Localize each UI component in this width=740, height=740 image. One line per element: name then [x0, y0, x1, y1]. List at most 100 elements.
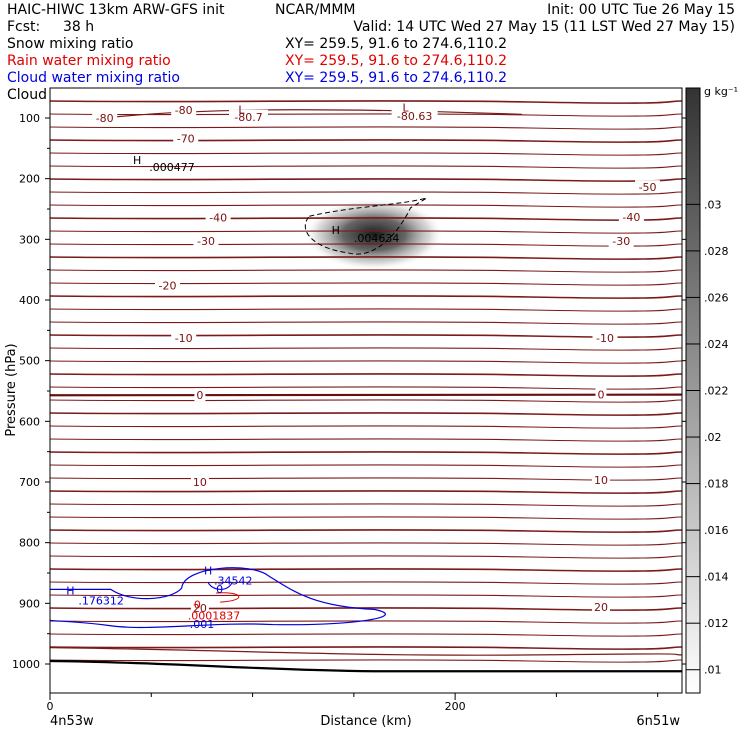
isotherm-line	[49, 243, 683, 247]
isotherm-label: -30	[197, 235, 215, 248]
extremum-label: .34542	[214, 574, 253, 587]
extremum-label: L	[238, 104, 245, 117]
isotherm-label-bg	[635, 180, 661, 194]
isotherm-line	[49, 178, 683, 182]
field-xy: XY= 259.5, 91.6 to 274.6,110.2	[285, 36, 507, 52]
isotherm-label: -80.7	[234, 111, 262, 124]
y-tick-label: 800	[19, 537, 40, 550]
ground-surface	[49, 659, 682, 673]
isotherm-line	[49, 191, 683, 195]
isotherm-line	[49, 646, 683, 650]
extremum-label: 0	[194, 599, 201, 612]
isotherm-line	[49, 230, 683, 234]
isotherm-label-bg	[591, 473, 610, 487]
isotherm-line	[49, 126, 683, 130]
header-fcst-label: Fcst:	[7, 19, 40, 35]
colorbar-tick-label: .028	[704, 245, 729, 258]
isotherm-label: 20	[193, 602, 207, 615]
field-name: Rain water mixing ratio	[7, 53, 171, 69]
colorbar-tick-label: .02	[704, 431, 722, 444]
isotherm-line	[49, 633, 683, 637]
rain-water-contour	[216, 592, 240, 603]
isotherm-label-bg	[591, 599, 610, 613]
isotherm-label: 20	[594, 601, 608, 614]
isotherm-line	[49, 607, 683, 611]
colorbar-tick-label: .016	[704, 524, 729, 537]
isotherm-line	[49, 295, 683, 299]
isotherm-label: -30	[612, 235, 630, 248]
isotherm-label: -40	[209, 211, 227, 224]
isotherm-label-bg	[171, 103, 197, 117]
isotherm-line	[49, 399, 683, 403]
isotherm-line	[49, 386, 683, 390]
header-init: Init: 00 UTC Tue 26 May 15	[547, 2, 735, 18]
isotherm-label: -10	[175, 332, 193, 345]
isotherm-line	[49, 581, 683, 585]
colorbar-tick-label: .022	[704, 385, 729, 398]
contour-labels: -80 -80 -80.7 -80.63 -70 -50 -40 -40 -30 -30 -20 -1…	[66, 102, 661, 631]
isotherm-upper-loop	[110, 109, 522, 118]
isotherm-label-bg	[92, 111, 118, 124]
colorbar-tick-label: .01	[704, 664, 722, 677]
y-tick-label: 1000	[12, 658, 40, 671]
colorbar-tick-label: .014	[704, 571, 729, 584]
isotherm-line	[49, 438, 683, 442]
isotherm-bottom	[49, 647, 683, 656]
isotherm-label: -80	[175, 104, 193, 117]
isotherm-label: -20	[159, 279, 177, 292]
isotherm-label: -80.63	[397, 110, 432, 123]
extremum-label: H	[133, 154, 141, 167]
isotherm-line	[49, 321, 683, 325]
y-tick-label: 100	[19, 112, 40, 125]
isotherm-line	[49, 269, 683, 273]
isotherm-line	[49, 256, 683, 260]
isotherm-line	[49, 594, 683, 598]
ground-line	[49, 647, 683, 673]
isotherm-lines	[49, 100, 683, 663]
isotherm-line	[49, 412, 683, 416]
isotherm-label: -70	[177, 133, 195, 146]
colorbar-tick-label: .012	[704, 617, 729, 630]
isotherm-label-bg	[190, 475, 209, 488]
ice-dashed-contour	[304, 197, 428, 255]
extremum-label: .004634	[354, 232, 400, 245]
isotherm-label-bg	[171, 331, 197, 345]
isotherm-label: 10	[193, 476, 207, 489]
isotherm-label-bg	[595, 387, 607, 401]
extremum-label: .000477	[149, 161, 195, 174]
isotherm-line	[49, 165, 683, 169]
x-end-label: 6n51w	[636, 714, 680, 729]
header-valid: Valid: 14 UTC Wed 27 May 15 (11 LST Wed …	[353, 19, 735, 35]
y-tick-label: 300	[19, 233, 40, 246]
x-axis-label: Distance (km)	[320, 714, 411, 729]
isotherm-line	[49, 347, 683, 351]
isotherm-label: 0	[597, 389, 604, 402]
x-tick-label: 200	[445, 700, 466, 713]
extremum-label: 0	[216, 583, 223, 596]
field-xy: XY= 259.5, 91.6 to 274.6,110.2	[285, 53, 507, 69]
x-start-label: 4n53w	[50, 714, 94, 729]
y-tick-label: 700	[19, 476, 40, 489]
field-xy: XY= 259.5, 91.6 to 274.6,110.2	[285, 70, 507, 86]
extremum-label: H	[332, 224, 340, 237]
isotherm-line	[49, 620, 683, 624]
isotherm-line	[49, 100, 683, 104]
isotherm-line	[49, 568, 683, 572]
isotherm-label: -50	[639, 181, 657, 194]
extremum-label: .176312	[78, 594, 124, 607]
header-title: HAIC-HIWC 13km ARW-GFS init	[7, 2, 225, 18]
colorbar-tick-label: .024	[704, 338, 729, 351]
isotherm-line	[49, 503, 683, 507]
y-tick-label: 900	[19, 597, 40, 610]
y-tick-label: 500	[19, 355, 40, 368]
isotherm-label-bg	[193, 234, 219, 248]
isotherm-label: -10	[596, 332, 614, 345]
isotherm-label-bg	[190, 601, 209, 615]
isotherm-label-bg	[608, 234, 634, 248]
isotherm-line	[49, 204, 683, 208]
isotherm-line	[49, 308, 683, 312]
isotherm-label-bg	[618, 209, 644, 223]
isotherm-label-bg	[154, 278, 180, 292]
